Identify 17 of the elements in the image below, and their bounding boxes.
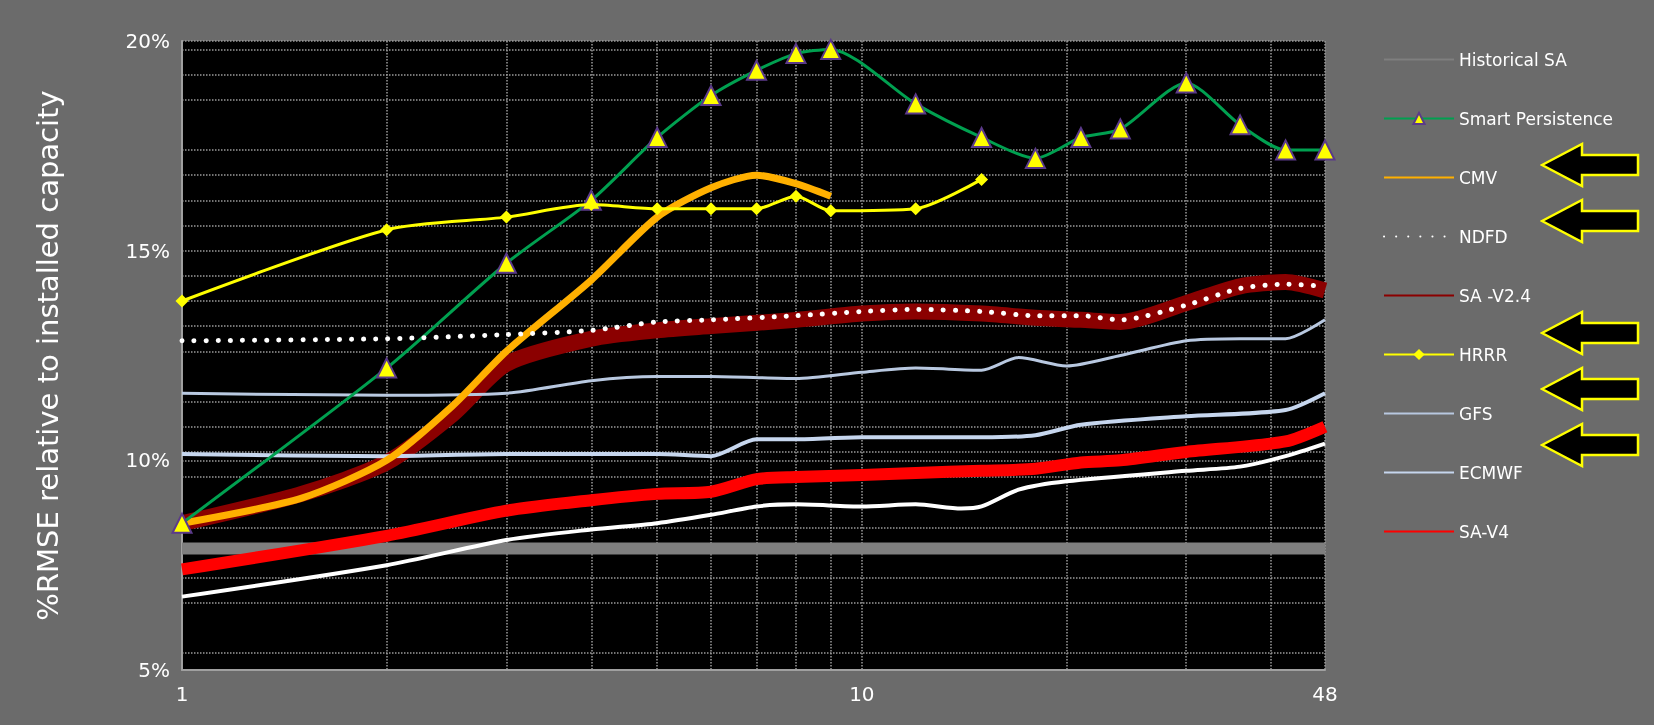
legend-label: SA -V2.4 — [1459, 285, 1531, 306]
legend-label: CMV — [1459, 167, 1498, 188]
y-tick-label: 10% — [125, 448, 170, 473]
legend-label: GFS — [1459, 403, 1493, 424]
legend-label: Historical SA — [1459, 49, 1568, 70]
y-tick-label: 20% — [125, 29, 170, 53]
legend-label: HRRR — [1459, 344, 1508, 365]
legend-label: NDFD — [1459, 226, 1508, 247]
legend-label: ECMWF — [1459, 462, 1523, 483]
legend-label: Smart Persistence — [1459, 108, 1614, 129]
x-tick-label: 1 — [175, 682, 189, 706]
legend-label: SA-V4 — [1459, 521, 1509, 542]
y-tick-label: 15% — [125, 238, 170, 263]
y-axis-title: %RMSE relative to installed capacity — [30, 90, 65, 621]
y-tick-label: 5% — [138, 658, 170, 682]
x-tick-label: 10 — [849, 682, 875, 706]
x-tick-label: 48 — [1312, 682, 1338, 706]
